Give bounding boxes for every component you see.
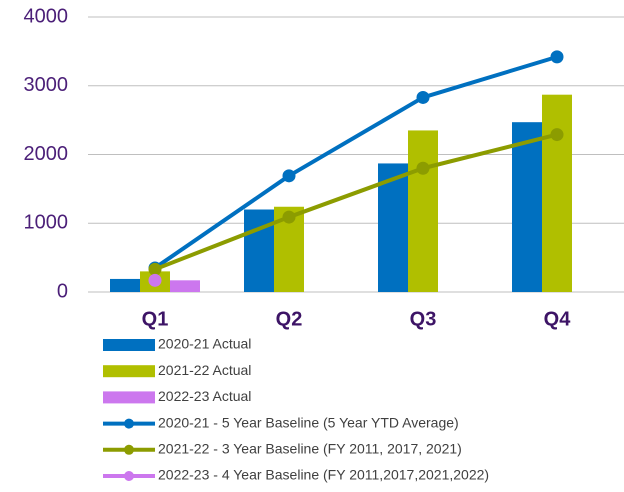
y-tick-label: 4000 xyxy=(24,5,69,27)
legend-label: 2020-21 - 5 Year Baseline (5 Year YTD Av… xyxy=(158,414,459,430)
legend-label: 2022-23 Actual xyxy=(158,388,251,404)
line-marker xyxy=(282,169,296,183)
legend-swatch xyxy=(103,391,155,404)
line-marker xyxy=(550,50,564,64)
line-marker xyxy=(282,210,296,224)
line-marker xyxy=(148,273,162,287)
line-marker xyxy=(416,90,430,104)
y-tick-label: 0 xyxy=(57,280,68,302)
legend-swatch xyxy=(124,418,134,429)
line-marker xyxy=(148,262,162,276)
x-tick-label: Q1 xyxy=(142,308,169,330)
legend-label: 2021-22 - 3 Year Baseline (FY 2011, 2017… xyxy=(158,441,462,457)
legend-swatch xyxy=(124,471,134,481)
line-marker xyxy=(550,128,564,142)
y-tick-label: 2000 xyxy=(24,143,69,165)
bar xyxy=(170,280,200,292)
legend-label: 2022-23 - 4 Year Baseline (FY 2011,2017,… xyxy=(158,467,489,483)
bar xyxy=(408,130,438,292)
line xyxy=(153,54,558,270)
bar xyxy=(512,122,542,292)
bar xyxy=(244,209,274,292)
line xyxy=(154,132,558,272)
legend-swatch xyxy=(124,444,134,455)
y-tick-label: 1000 xyxy=(24,212,69,234)
legend-swatch xyxy=(103,339,155,351)
x-tick-label: Q3 xyxy=(410,308,437,330)
legend-swatch xyxy=(103,365,155,378)
legend-label: 2020-21 Actual xyxy=(158,336,251,352)
y-tick-label: 3000 xyxy=(24,74,69,96)
legend-label: 2021-22 Actual xyxy=(158,362,251,378)
x-tick-label: Q4 xyxy=(544,308,572,330)
bar xyxy=(110,278,140,292)
bar xyxy=(542,94,572,292)
line-marker xyxy=(416,161,430,175)
x-tick-label: Q2 xyxy=(276,308,303,330)
